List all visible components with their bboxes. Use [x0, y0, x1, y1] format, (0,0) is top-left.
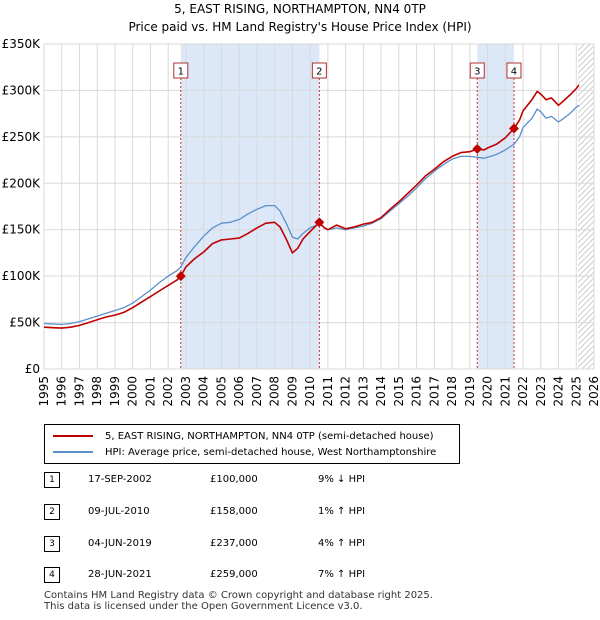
x-tick-label: 1995 — [37, 376, 51, 407]
footer-attribution: Contains HM Land Registry data © Crown c… — [44, 590, 433, 612]
footer-licence: This data is licensed under the Open Gov… — [44, 601, 363, 612]
x-tick-label: 2015 — [392, 376, 406, 407]
sale-price: £259,000 — [210, 569, 258, 580]
sale-date: 09-JUL-2010 — [88, 506, 150, 517]
legend-swatch-hpi — [53, 451, 93, 453]
x-tick-label: 2005 — [214, 376, 228, 407]
x-tick-label: 2019 — [463, 376, 477, 407]
sale-number-badge: 2 — [44, 504, 60, 520]
x-tick-label: 2003 — [179, 376, 193, 407]
sale-number-badge: 4 — [44, 567, 60, 583]
x-tick-label: 2002 — [161, 376, 175, 407]
sale-hpi-diff: 9% ↓ HPI — [318, 474, 366, 485]
x-tick-label: 2000 — [126, 376, 140, 407]
y-tick-label: £50K — [9, 316, 41, 330]
sale-label-frame — [173, 62, 189, 79]
x-tick-label: 1996 — [55, 376, 69, 407]
x-tick-label: 1997 — [72, 376, 86, 407]
chart-title-line2: Price paid vs. HM Land Registry's House … — [128, 20, 472, 34]
y-tick-label: £100K — [2, 269, 42, 283]
sale-point — [175, 271, 186, 282]
x-tick-label: 2009 — [285, 376, 299, 407]
sale-row: 3 04-JUN-2019 £237,000 4% ↑ HPI — [0, 536, 600, 554]
y-tick-label: £150K — [2, 223, 42, 237]
sale-row: 2 09-JUL-2010 £158,000 1% ↑ HPI — [0, 504, 600, 522]
x-tick-label: 2016 — [410, 376, 424, 407]
sale-date: 17-SEP-2002 — [88, 474, 152, 485]
x-tick-label: 2011 — [321, 376, 335, 407]
x-tick-label: 2012 — [339, 376, 353, 407]
sale-price: £158,000 — [210, 506, 258, 517]
x-tick-label: 2022 — [516, 376, 530, 407]
legend-label-property: 5, EAST RISING, NORTHAMPTON, NN4 0TP (se… — [105, 430, 434, 442]
sale-price: £100,000 — [210, 474, 258, 485]
sale-hpi-diff: 1% ↑ HPI — [318, 506, 366, 517]
x-tick-label: 2013 — [356, 376, 370, 407]
y-tick-label: £350K — [2, 37, 42, 51]
sale-label-number: 4 — [511, 67, 517, 78]
price-chart: 1 2 3 4 £0 £50K £100K £150K £200K £250K £300K £350K… — [2, 37, 600, 407]
y-tick-label: £0 — [25, 362, 40, 376]
x-tick-label: 2018 — [445, 376, 459, 407]
sale-row: 4 28-JUN-2021 £259,000 7% ↑ HPI — [0, 567, 600, 585]
sale-date: 04-JUN-2019 — [88, 538, 152, 549]
sale-hpi-diff: 4% ↑ HPI — [318, 538, 366, 549]
footer-copyright: Contains HM Land Registry data © Crown c… — [44, 590, 433, 601]
x-tick-label: 2007 — [250, 376, 264, 407]
x-tick-label: 2023 — [534, 376, 548, 407]
legend-swatch-property — [53, 435, 93, 437]
forecast-hatch — [578, 44, 594, 369]
x-tick-label: 2026 — [587, 376, 600, 407]
sale-label-frame — [469, 62, 485, 79]
sale-label-box: 4 — [506, 62, 522, 79]
sale-row: 1 17-SEP-2002 £100,000 9% ↓ HPI — [0, 472, 600, 490]
x-tick-label: 1998 — [90, 376, 104, 407]
sale-label-frame — [311, 62, 327, 79]
sale-label-number: 3 — [474, 67, 480, 78]
sale-label-frame — [506, 62, 522, 79]
sale-label-number: 1 — [178, 67, 184, 78]
sale-number-badge: 3 — [44, 536, 60, 552]
x-tick-label: 2014 — [374, 376, 388, 407]
x-tick-label: 2008 — [268, 376, 282, 407]
x-tick-label: 2010 — [303, 376, 317, 407]
sale-label-number: 2 — [316, 67, 322, 78]
sale-label-box: 2 — [311, 62, 327, 79]
sale-point — [472, 143, 483, 154]
sale-point — [314, 217, 325, 228]
x-tick-label: 2025 — [569, 376, 583, 407]
sale-hpi-diff: 7% ↑ HPI — [318, 569, 366, 580]
ownership-shade — [477, 44, 514, 369]
y-tick-label: £200K — [2, 176, 42, 190]
legend-label-hpi: HPI: Average price, semi-detached house,… — [105, 446, 437, 458]
sale-price: £237,000 — [210, 538, 258, 549]
chart-title-line1: 5, EAST RISING, NORTHAMPTON, NN4 0TP — [174, 2, 426, 16]
x-tick-label: 2006 — [232, 376, 246, 407]
ownership-shade — [180, 44, 320, 369]
x-tick-label: 2001 — [143, 376, 157, 407]
sale-point — [509, 123, 519, 134]
sale-label-box: 1 — [173, 62, 189, 79]
x-tick-label: 2021 — [498, 376, 512, 407]
legend-item-property: 5, EAST RISING, NORTHAMPTON, NN4 0TP (se… — [53, 429, 434, 443]
x-tick-label: 2020 — [481, 376, 495, 407]
x-tick-label: 2004 — [197, 376, 211, 407]
y-tick-label: £300K — [2, 83, 42, 97]
legend-item-hpi: HPI: Average price, semi-detached house,… — [53, 445, 436, 459]
sale-date: 28-JUN-2021 — [88, 569, 152, 580]
y-tick-label: £250K — [2, 130, 42, 144]
x-tick-label: 2017 — [427, 376, 441, 407]
x-tick-label: 2024 — [552, 376, 566, 407]
x-tick-label: 1999 — [108, 376, 122, 407]
sale-number-badge: 1 — [44, 472, 60, 488]
chart-legend: 5, EAST RISING, NORTHAMPTON, NN4 0TP (se… — [44, 424, 460, 464]
sale-label-box: 3 — [469, 62, 485, 79]
